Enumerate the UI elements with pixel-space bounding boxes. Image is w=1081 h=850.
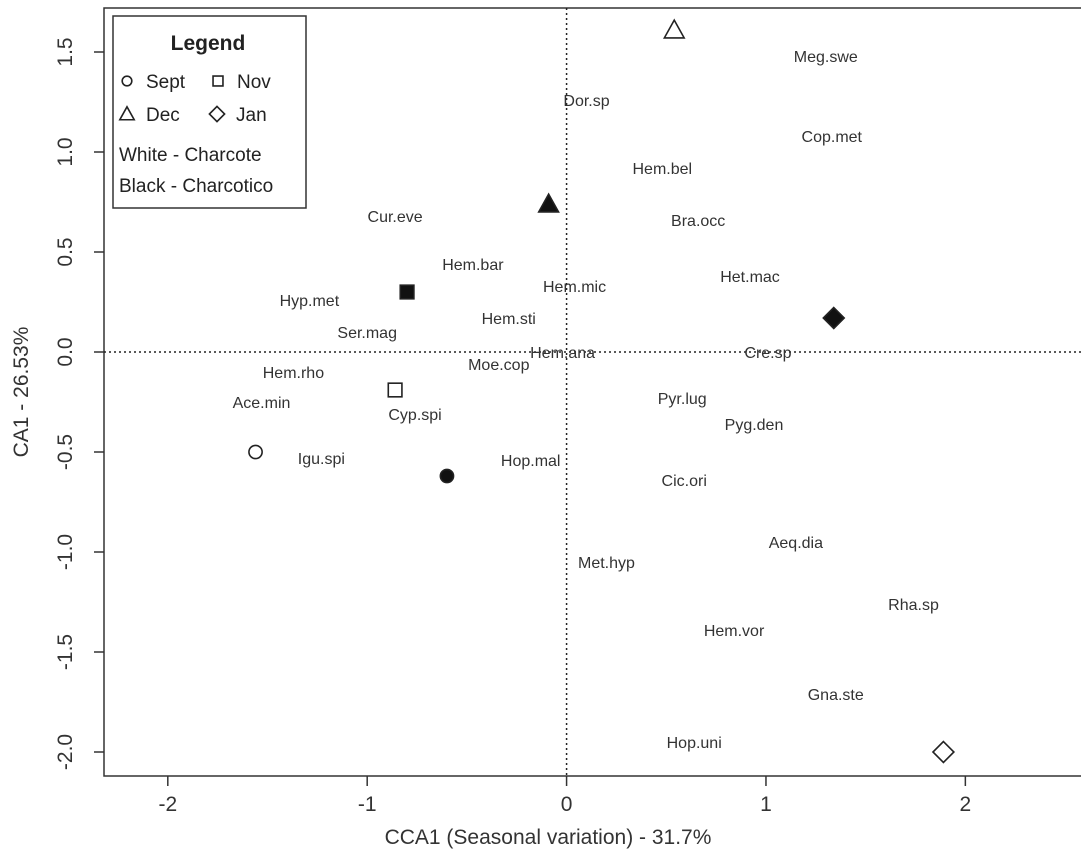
species-label: Meg.swe <box>794 49 858 66</box>
species-label: Aeq.dia <box>769 535 823 552</box>
site-marker-dec-charcote <box>662 18 686 39</box>
y-tick-label: 0.5 <box>54 237 77 266</box>
x-axis-title: CCA1 (Seasonal variation) - 31.7% <box>385 826 712 849</box>
y-tick-label: -1.0 <box>54 534 77 570</box>
legend-title: Legend <box>171 32 246 55</box>
site-marker-sept-charcotico <box>439 468 455 484</box>
species-label: Het.mac <box>720 269 780 286</box>
legend-entries: Sept Nov Dec Jan <box>118 72 271 126</box>
x-tick-label: -1 <box>358 793 377 816</box>
legend-label-nov: Nov <box>237 72 271 93</box>
site-marker-jan-charcotico <box>822 306 846 330</box>
x-tick-label: 1 <box>760 793 772 816</box>
species-label: Moe.cop <box>468 357 529 374</box>
species-label: Igu.spi <box>298 451 345 468</box>
legend-sept-circle-icon <box>121 75 133 87</box>
site-markers <box>248 18 956 764</box>
site-marker-jan-charcote <box>931 740 956 764</box>
site-marker-nov-charcote <box>387 382 403 398</box>
species-label: Cic.ori <box>662 473 707 490</box>
plot-frame <box>103 7 1081 777</box>
site-marker-nov-charcotico <box>399 284 415 300</box>
legend-nov-square-icon <box>212 75 224 87</box>
legend-label-dec: Dec <box>146 105 180 126</box>
legend-dec-triangle-icon <box>118 105 136 121</box>
site-marker-dec-charcotico <box>537 192 560 213</box>
species-label: Cur.eve <box>368 209 423 226</box>
species-label: Hop.mal <box>501 453 561 470</box>
species-label: Ace.min <box>233 395 291 412</box>
legend-box <box>112 15 307 209</box>
species-label: Hop.uni <box>667 735 722 752</box>
species-label: Hyp.met <box>280 293 340 310</box>
species-label: Pyg.den <box>725 417 784 434</box>
y-tick-label: 1.0 <box>54 137 77 166</box>
species-labels: Meg.swe Dor.sp Cop.met Hem.bel Cur.eve Bra.oc… <box>233 49 939 752</box>
x-tick-label: 0 <box>561 793 573 816</box>
site-marker-sept-charcote <box>248 444 263 460</box>
species-label: Cyp.spi <box>388 407 441 424</box>
y-tick-label: -1.5 <box>54 634 77 670</box>
species-label: Gna.ste <box>808 687 864 704</box>
species-label: Cop.met <box>802 129 863 146</box>
plot-area <box>103 7 1081 777</box>
species-label: Hem.ana <box>530 345 595 362</box>
y-tick-label: 0.0 <box>54 337 77 366</box>
species-label: Ser.mag <box>337 325 397 342</box>
species-label: Rha.sp <box>888 597 939 614</box>
legend-jan-diamond-icon <box>208 105 226 123</box>
y-axis-title: CA1 - 26.53% <box>10 327 33 458</box>
x-tick-label: -2 <box>158 793 177 816</box>
reference-lines <box>104 8 1081 776</box>
legend-note-black: Black - Charcotico <box>119 176 273 197</box>
legend: Legend Sept Nov Dec Jan White - Charcote Bl… <box>112 15 307 209</box>
legend-label-sept: Sept <box>146 72 186 93</box>
species-label: Hem.mic <box>543 279 606 296</box>
x-tick-label: 2 <box>960 793 972 816</box>
species-label: Hem.rho <box>263 365 324 382</box>
axis-ticks: -2 -1 0 1 2 -2.0 -1.5 -1.0 -0.5 0.0 0.5 1.0 1.5 <box>54 37 971 816</box>
species-label: Dor.sp <box>563 93 609 110</box>
species-label: Hem.bel <box>632 161 692 178</box>
species-label: Hem.bar <box>442 257 504 274</box>
species-label: Bra.occ <box>671 213 725 230</box>
y-tick-label: -2.0 <box>54 734 77 770</box>
legend-note-white: White - Charcote <box>119 145 262 166</box>
species-label: Cre.sp <box>744 345 791 362</box>
species-label: Hem.sti <box>482 311 536 328</box>
legend-label-jan: Jan <box>236 105 267 126</box>
y-tick-label: 1.5 <box>54 37 77 66</box>
species-label: Hem.vor <box>704 623 765 640</box>
species-label: Met.hyp <box>578 555 635 572</box>
y-tick-label: -0.5 <box>54 434 77 470</box>
species-label: Pyr.lug <box>658 391 707 408</box>
